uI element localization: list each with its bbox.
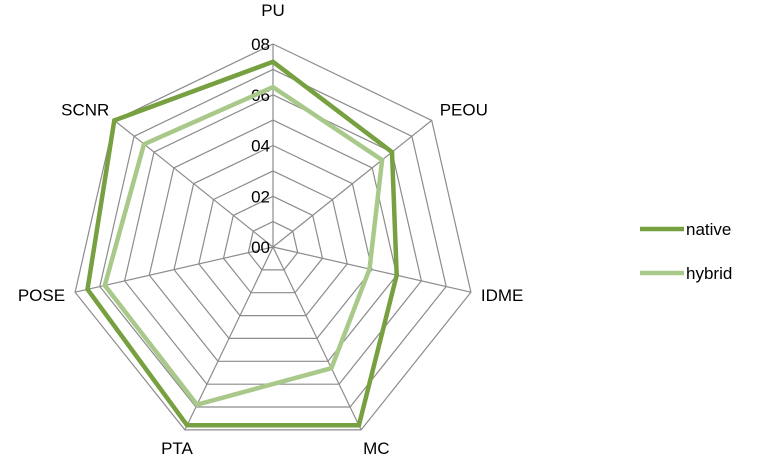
category-label-scnr: SCNR [61,100,109,119]
grid-ring [247,220,299,271]
grid-spoke [272,246,472,293]
grid-ring [198,170,348,317]
tick-label: 04 [251,137,270,156]
grid-spoke [272,119,433,248]
radar-grid [74,43,472,431]
category-label-mc: MC [363,439,389,458]
tick-label: 02 [251,187,270,206]
grid-ring [222,195,324,294]
category-label-pu: PU [261,1,285,20]
series-line-native [85,59,399,428]
legend: native hybrid [640,220,732,283]
grid-spoke [113,119,274,248]
grid-ring [173,144,373,339]
category-label-pta: PTA [161,439,193,458]
category-label-pose: POSE [18,286,65,305]
tick-label: 08 [251,35,270,54]
grid-ring [99,68,447,408]
legend-label-native: native [686,220,731,239]
category-label-idme: IDME [481,286,524,305]
grid-ring [148,119,398,362]
series-line-hybrid [102,84,385,408]
category-label-peou: PEOU [440,100,488,119]
legend-label-hybrid: hybrid [686,264,732,283]
grid-spoke [74,246,274,293]
series-lines [85,59,399,428]
tick-label: 00 [251,238,270,257]
grid-spoke [184,246,274,431]
category-labels: PU PEOU IDME MC PTA POSE SCNR [18,1,524,458]
grid-spoke [272,246,362,431]
